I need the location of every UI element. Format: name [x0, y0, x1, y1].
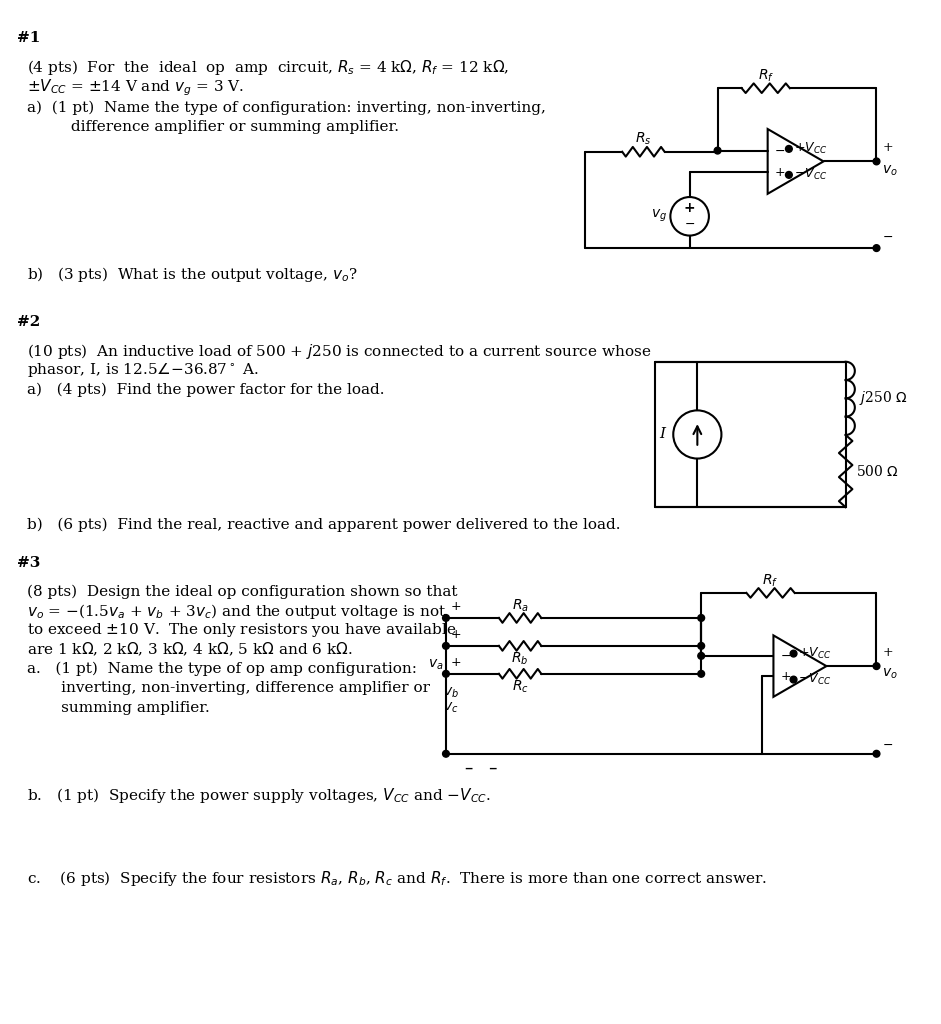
- Text: +: +: [451, 600, 461, 613]
- Circle shape: [790, 650, 797, 657]
- Text: c.    (6 pts)  Specify the four resistors $R_a$, $R_b$, $R_c$ and $R_f$.  There : c. (6 pts) Specify the four resistors $R…: [27, 869, 767, 889]
- Text: $+$: $+$: [780, 670, 791, 683]
- Text: are 1 k$\Omega$, 2 k$\Omega$, 3 k$\Omega$, 4 k$\Omega$, 5 k$\Omega$ and 6 k$\Ome: are 1 k$\Omega$, 2 k$\Omega$, 3 k$\Omega…: [27, 641, 353, 658]
- Circle shape: [873, 751, 880, 757]
- Text: a.   (1 pt)  Name the type of op amp configuration:: a. (1 pt) Name the type of op amp config…: [27, 662, 417, 676]
- Text: $-$: $-$: [883, 230, 893, 243]
- Circle shape: [442, 751, 449, 757]
- Text: $v_a$: $v_a$: [427, 658, 443, 673]
- Circle shape: [442, 614, 449, 622]
- Circle shape: [786, 171, 792, 178]
- Circle shape: [442, 671, 449, 677]
- Text: $+$: $+$: [774, 166, 786, 179]
- Text: $-$: $-$: [774, 144, 786, 157]
- Text: phasor, I, is 12.5$\angle$$-$36.87$^\circ$ A.: phasor, I, is 12.5$\angle$$-$36.87$^\cir…: [27, 361, 259, 380]
- Text: +: +: [883, 646, 893, 659]
- Text: $R_c$: $R_c$: [512, 678, 529, 694]
- Text: $v_o$: $v_o$: [883, 164, 898, 178]
- Text: $\pm V_{CC}$ = $\pm$14 V and $v_g$ = 3 V.: $\pm V_{CC}$ = $\pm$14 V and $v_g$ = 3 V…: [27, 77, 244, 97]
- Circle shape: [873, 245, 880, 252]
- Circle shape: [698, 642, 705, 649]
- Text: #2: #2: [17, 315, 40, 330]
- Circle shape: [790, 676, 797, 683]
- Text: b)   (6 pts)  Find the real, reactive and apparent power delivered to the load.: b) (6 pts) Find the real, reactive and a…: [27, 517, 620, 531]
- Text: +: +: [684, 201, 695, 215]
- Text: (10 pts)  An inductive load of 500 + $j$250 is connected to a current source who: (10 pts) An inductive load of 500 + $j$2…: [27, 342, 651, 360]
- Text: #3: #3: [17, 556, 40, 570]
- Text: $+V_{CC}$: $+V_{CC}$: [798, 646, 832, 662]
- Text: $R_s$: $R_s$: [635, 131, 652, 147]
- Circle shape: [698, 671, 705, 677]
- Text: b.   (1 pt)  Specify the power supply voltages, $V_{CC}$ and $-V_{CC}$.: b. (1 pt) Specify the power supply volta…: [27, 785, 490, 805]
- Text: +: +: [451, 655, 461, 669]
- Circle shape: [442, 642, 449, 649]
- Circle shape: [698, 652, 705, 659]
- Text: –   –: – –: [465, 759, 498, 777]
- Text: difference amplifier or summing amplifier.: difference amplifier or summing amplifie…: [27, 120, 399, 134]
- Text: $v_o$: $v_o$: [883, 667, 898, 681]
- Text: $-$: $-$: [780, 649, 791, 663]
- Text: $-V_{CC}$: $-V_{CC}$: [798, 672, 832, 687]
- Text: +: +: [451, 628, 461, 641]
- Text: I: I: [660, 427, 665, 441]
- Text: $v_o$ = $-$(1.5$v_a$ + $v_b$ + 3$v_c$) and the output voltage is not: $v_o$ = $-$(1.5$v_a$ + $v_b$ + 3$v_c$) a…: [27, 602, 447, 621]
- Circle shape: [714, 147, 721, 154]
- Text: a)  (1 pt)  Name the type of configuration: inverting, non-inverting,: a) (1 pt) Name the type of configuration…: [27, 100, 546, 115]
- Text: $R_f$: $R_f$: [758, 68, 774, 84]
- Text: −: −: [684, 218, 694, 230]
- Text: $-V_{CC}$: $-V_{CC}$: [793, 167, 827, 182]
- Text: $-$: $-$: [883, 737, 893, 751]
- Circle shape: [698, 614, 705, 622]
- Text: summing amplifier.: summing amplifier.: [27, 700, 210, 715]
- Text: (4 pts)  For  the  ideal  op  amp  circuit, $R_s$ = 4 k$\Omega$, $R_f$ = 12 k$\O: (4 pts) For the ideal op amp circuit, $R…: [27, 57, 509, 77]
- Text: $v_c$: $v_c$: [443, 700, 458, 715]
- Circle shape: [873, 158, 880, 165]
- Text: to exceed $\pm$10 V.  The only resistors you have available: to exceed $\pm$10 V. The only resistors …: [27, 622, 456, 639]
- Text: $R_f$: $R_f$: [762, 572, 779, 589]
- Text: #1: #1: [17, 31, 40, 45]
- Text: $R_b$: $R_b$: [512, 650, 529, 667]
- Text: $v_g$: $v_g$: [650, 208, 666, 224]
- Text: inverting, non-inverting, difference amplifier or: inverting, non-inverting, difference amp…: [27, 681, 430, 695]
- Text: b)   (3 pts)  What is the output voltage, $v_o$?: b) (3 pts) What is the output voltage, $…: [27, 264, 358, 284]
- Circle shape: [873, 663, 880, 670]
- Text: $j$250 $\Omega$: $j$250 $\Omega$: [859, 389, 907, 408]
- Text: $R_a$: $R_a$: [512, 597, 529, 613]
- Text: $+V_{CC}$: $+V_{CC}$: [793, 141, 827, 157]
- Text: (8 pts)  Design the ideal op configuration shown so that: (8 pts) Design the ideal op configuratio…: [27, 585, 457, 599]
- Text: $v_b$: $v_b$: [443, 686, 459, 700]
- Text: +: +: [883, 141, 893, 155]
- Circle shape: [786, 145, 792, 153]
- Text: 500 $\Omega$: 500 $\Omega$: [856, 464, 900, 478]
- Text: a)   (4 pts)  Find the power factor for the load.: a) (4 pts) Find the power factor for the…: [27, 383, 385, 397]
